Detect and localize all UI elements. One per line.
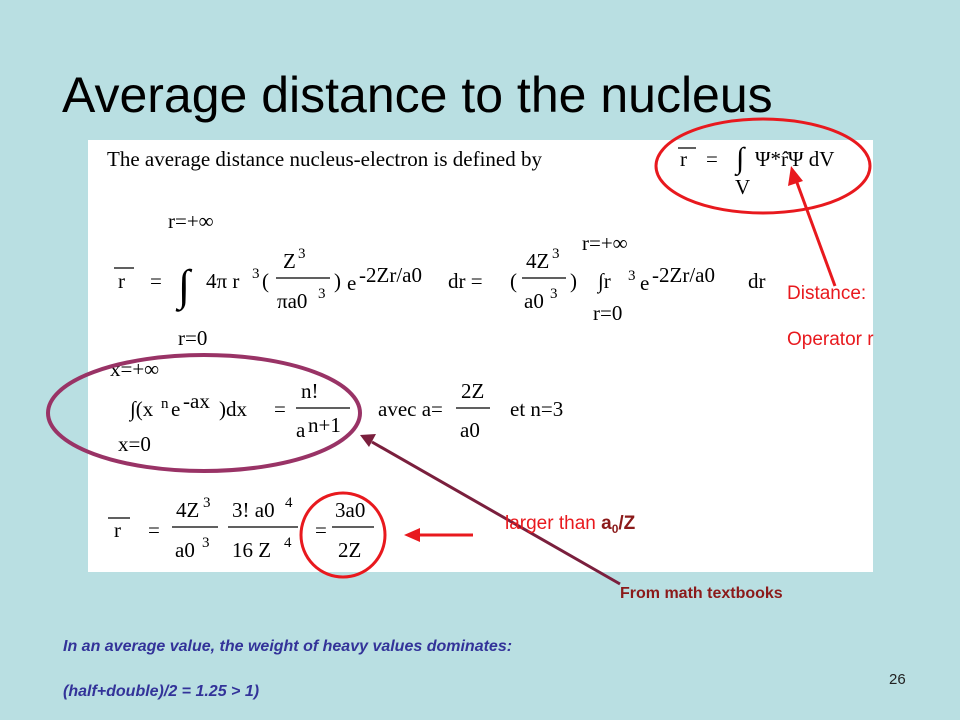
math-text: 4 — [285, 495, 293, 511]
math-text: 3 — [203, 495, 211, 511]
math-text: Ψ*r̂Ψ dV — [755, 147, 834, 171]
slide-title: Average distance to the nucleus — [62, 67, 773, 123]
math-text: 3 — [550, 286, 558, 302]
math-text: V — [735, 175, 750, 199]
math-text: The average distance nucleus-electron is… — [107, 147, 542, 171]
math-text: = — [148, 518, 160, 542]
math-text: = — [150, 269, 162, 293]
annotation-symbol: /Z — [618, 513, 635, 534]
math-text: -2Zr/a0 — [652, 263, 715, 287]
annotation: Operator r — [787, 329, 874, 350]
arrow-head — [360, 434, 376, 447]
equation-2: r=+∞ r = ∫ 4π r 3 ( Z 3 πa0 3 ) e -2Zr/a… — [114, 209, 766, 350]
math-text: ∫ — [175, 261, 193, 312]
math-text: r — [118, 269, 125, 293]
math-text: 16 Z — [232, 538, 271, 562]
math-text: e — [347, 271, 356, 295]
math-text: r=0 — [593, 301, 622, 325]
math-text: ∫r — [596, 269, 611, 294]
math-text: ( — [262, 269, 269, 293]
annotation: Distance: — [787, 283, 866, 304]
math-text: r — [680, 147, 687, 171]
math-text: 3 — [318, 286, 326, 302]
math-text: -ax — [183, 389, 210, 413]
math-text: 4 — [284, 535, 292, 551]
math-text: dr — [748, 269, 766, 293]
math-text: n — [161, 396, 169, 412]
math-text: 3a0 — [335, 498, 365, 522]
math-text: = — [706, 147, 718, 171]
math-text: avec a= — [378, 397, 443, 421]
math-text: 3 — [202, 535, 210, 551]
footer-text: In an average value, the weight of heavy… — [63, 638, 512, 655]
arrow-line — [794, 179, 837, 287]
equation-1: The average distance nucleus-electron is… — [107, 142, 834, 199]
math-text: ) — [570, 269, 577, 293]
math-text: et n=3 — [510, 397, 563, 421]
math-text: ∫(x — [128, 397, 154, 422]
math-text: ) — [334, 269, 341, 293]
math-text: = — [315, 518, 327, 542]
math-text: 3 — [298, 246, 306, 262]
math-text: )dx — [219, 397, 247, 421]
arrow-line — [371, 440, 621, 586]
math-text: 4Z — [176, 498, 199, 522]
highlight-ellipse — [46, 353, 362, 473]
arrow-head — [404, 528, 420, 542]
math-text: -2Zr/a0 — [359, 263, 422, 287]
math-text: n! — [301, 379, 319, 403]
annotation: From math textbooks — [620, 585, 783, 602]
math-text: 3 — [252, 266, 260, 282]
equation-3: x=+∞ ∫(x n e -ax )dx = n! a n+1 avec a= … — [110, 357, 563, 456]
math-text: 2Z — [461, 379, 484, 403]
page-number: 26 — [889, 671, 906, 688]
math-text: r=+∞ — [168, 209, 214, 233]
math-text: n+1 — [308, 413, 341, 437]
math-text: a0 — [460, 418, 480, 442]
math-text: a0 — [175, 538, 195, 562]
math-text: ( — [510, 269, 517, 293]
annotation-symbol: a — [601, 513, 612, 534]
arrow-head — [788, 166, 803, 186]
math-text: e — [640, 271, 649, 295]
highlight-ellipse — [654, 117, 872, 215]
math-text: a — [296, 418, 306, 442]
math-text: 4π r — [206, 269, 239, 293]
highlight-circle — [299, 491, 387, 579]
footer-text: (half+double)/2 = 1.25 > 1) — [63, 683, 259, 700]
annotation-text: larger than — [505, 513, 601, 534]
math-text: ∫ — [734, 142, 746, 177]
math-text: 4Z — [526, 249, 549, 273]
math-text: e — [171, 397, 180, 421]
math-text: = — [274, 397, 286, 421]
math-text: Z — [283, 249, 296, 273]
math-text: 2Z — [338, 538, 361, 562]
math-text: 3! a0 — [232, 498, 275, 522]
equation-4: r = 4Z 3 a0 3 3! a0 4 16 Z 4 = 3a0 2Z — [108, 495, 374, 562]
math-text: r — [114, 518, 121, 542]
math-text: 3 — [552, 246, 560, 262]
annotation-subscript: 0 — [612, 522, 619, 536]
annotation: larger than a0/Z — [505, 513, 636, 536]
math-text: 3 — [628, 268, 636, 284]
math-text: dr = — [448, 269, 483, 293]
math-text: r=0 — [178, 326, 207, 350]
math-text: a0 — [524, 289, 544, 313]
math-text: r=+∞ — [582, 231, 628, 255]
math-text: πa0 — [277, 289, 307, 313]
math-text: x=0 — [118, 432, 151, 456]
